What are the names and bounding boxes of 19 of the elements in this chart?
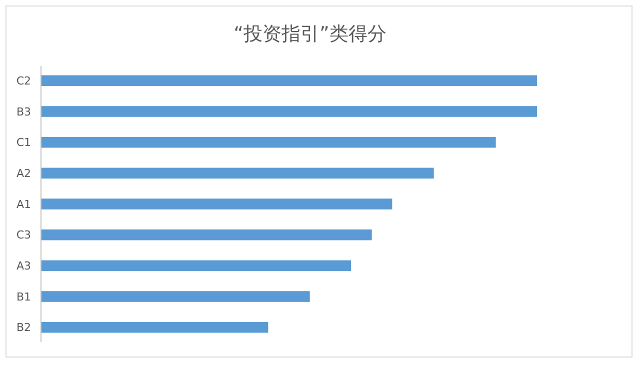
bar: [41, 198, 392, 210]
bar: [41, 322, 268, 333]
y-tick-label: C2: [16, 74, 31, 88]
y-tick-label: B2: [16, 321, 31, 334]
bar: [41, 229, 372, 240]
y-tick-label: C1: [16, 136, 31, 150]
y-tick-label: A2: [16, 167, 31, 180]
bar: [41, 136, 496, 148]
bar: [41, 75, 537, 86]
bar: [41, 260, 351, 272]
y-tick-label: C3: [16, 228, 31, 242]
bar: [41, 168, 434, 179]
y-tick-label: B1: [16, 290, 31, 304]
bar: [41, 106, 537, 117]
y-tick-label: B3: [16, 105, 31, 118]
y-tick-label: A1: [16, 198, 31, 211]
bar: [41, 291, 310, 302]
y-tick-label: A3: [16, 260, 31, 273]
chart-title: “投资指引”类得分: [234, 23, 386, 45]
